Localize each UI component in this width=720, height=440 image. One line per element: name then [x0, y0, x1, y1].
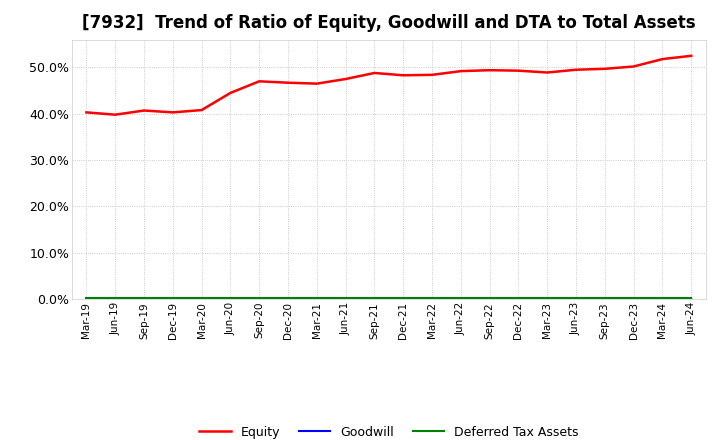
- Equity: [284, 80, 292, 85]
- Goodwill: [197, 297, 206, 302]
- Goodwill: [600, 297, 609, 302]
- Equity: [514, 68, 523, 73]
- Goodwill: [312, 297, 321, 302]
- Equity: [341, 77, 350, 82]
- Deferred Tax Assets: [82, 295, 91, 301]
- Deferred Tax Assets: [284, 295, 292, 301]
- Deferred Tax Assets: [514, 295, 523, 301]
- Equity: [687, 53, 696, 59]
- Deferred Tax Assets: [600, 295, 609, 301]
- Goodwill: [111, 297, 120, 302]
- Equity: [485, 68, 494, 73]
- Equity: [82, 110, 91, 115]
- Goodwill: [399, 297, 408, 302]
- Deferred Tax Assets: [456, 295, 465, 301]
- Equity: [111, 112, 120, 117]
- Deferred Tax Assets: [255, 295, 264, 301]
- Equity: [255, 79, 264, 84]
- Equity: [572, 67, 580, 72]
- Goodwill: [82, 297, 91, 302]
- Goodwill: [370, 297, 379, 302]
- Equity: [428, 72, 436, 77]
- Goodwill: [226, 297, 235, 302]
- Deferred Tax Assets: [687, 295, 696, 301]
- Legend: Equity, Goodwill, Deferred Tax Assets: Equity, Goodwill, Deferred Tax Assets: [194, 421, 583, 440]
- Equity: [658, 56, 667, 62]
- Deferred Tax Assets: [572, 295, 580, 301]
- Deferred Tax Assets: [399, 295, 408, 301]
- Deferred Tax Assets: [485, 295, 494, 301]
- Goodwill: [658, 297, 667, 302]
- Goodwill: [140, 297, 148, 302]
- Goodwill: [485, 297, 494, 302]
- Deferred Tax Assets: [543, 295, 552, 301]
- Deferred Tax Assets: [140, 295, 148, 301]
- Deferred Tax Assets: [658, 295, 667, 301]
- Goodwill: [168, 297, 177, 302]
- Deferred Tax Assets: [629, 295, 638, 301]
- Goodwill: [514, 297, 523, 302]
- Goodwill: [341, 297, 350, 302]
- Equity: [197, 107, 206, 113]
- Equity: [312, 81, 321, 86]
- Goodwill: [687, 297, 696, 302]
- Goodwill: [572, 297, 580, 302]
- Equity: [370, 70, 379, 76]
- Goodwill: [543, 297, 552, 302]
- Equity: [600, 66, 609, 71]
- Goodwill: [456, 297, 465, 302]
- Deferred Tax Assets: [341, 295, 350, 301]
- Deferred Tax Assets: [197, 295, 206, 301]
- Goodwill: [255, 297, 264, 302]
- Equity: [543, 70, 552, 75]
- Deferred Tax Assets: [428, 295, 436, 301]
- Equity: [629, 64, 638, 69]
- Deferred Tax Assets: [111, 295, 120, 301]
- Equity: [226, 90, 235, 95]
- Title: [7932]  Trend of Ratio of Equity, Goodwill and DTA to Total Assets: [7932] Trend of Ratio of Equity, Goodwil…: [82, 15, 696, 33]
- Equity: [456, 69, 465, 74]
- Deferred Tax Assets: [370, 295, 379, 301]
- Line: Equity: Equity: [86, 56, 691, 115]
- Deferred Tax Assets: [312, 295, 321, 301]
- Equity: [140, 108, 148, 113]
- Deferred Tax Assets: [226, 295, 235, 301]
- Goodwill: [284, 296, 292, 301]
- Equity: [168, 110, 177, 115]
- Equity: [399, 73, 408, 78]
- Goodwill: [428, 297, 436, 302]
- Goodwill: [629, 297, 638, 302]
- Deferred Tax Assets: [168, 295, 177, 301]
